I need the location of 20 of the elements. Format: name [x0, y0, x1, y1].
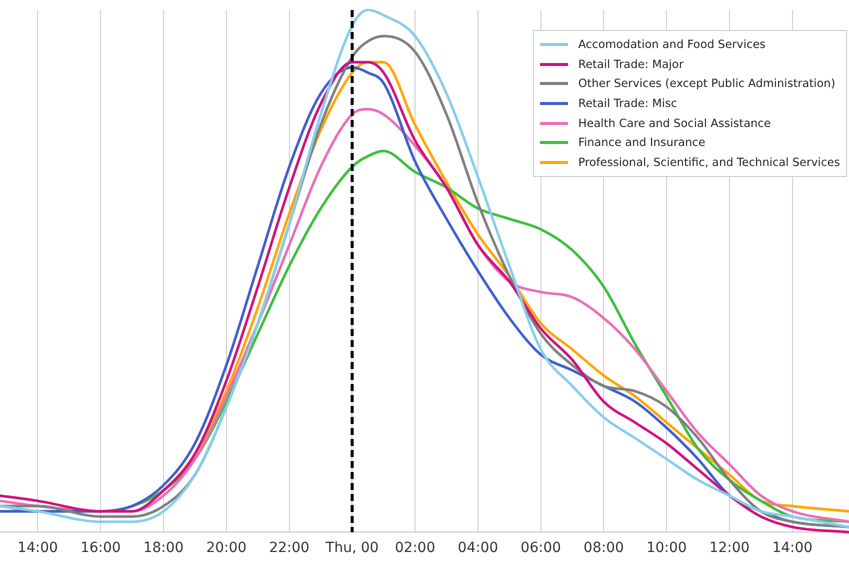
x-tick-label: 16:00 — [80, 540, 121, 556]
x-tick-label: 04:00 — [458, 540, 498, 556]
legend-label: Professional, Scientific, and Technical Services — [578, 156, 840, 169]
legend-label: Retail Trade: Misc — [578, 97, 678, 110]
x-tick-label: Thu, 00 — [324, 540, 379, 556]
x-tick-label: 22:00 — [269, 540, 310, 556]
x-tick-label: 20:00 — [206, 540, 247, 556]
x-tick-label: 12:00 — [709, 540, 750, 556]
x-tick-label: 10:00 — [646, 540, 687, 556]
x-tick-label: 14:00 — [772, 540, 813, 556]
legend-label: Other Services (except Public Administration) — [578, 77, 836, 90]
x-tick-label: 14:00 — [18, 540, 58, 556]
legend-label: Health Care and Social Assistance — [578, 116, 771, 130]
x-tick-label: 06:00 — [520, 540, 562, 556]
x-tick-label: 18:00 — [143, 540, 184, 556]
legend-label: Accomodation and Food Services — [578, 38, 766, 52]
x-tick-label: 08:00 — [584, 540, 624, 556]
x-tick-label: 02:00 — [394, 540, 436, 556]
legend-label: Retail Trade: Major — [578, 58, 684, 71]
legend-label: Finance and Insurance — [578, 136, 706, 150]
